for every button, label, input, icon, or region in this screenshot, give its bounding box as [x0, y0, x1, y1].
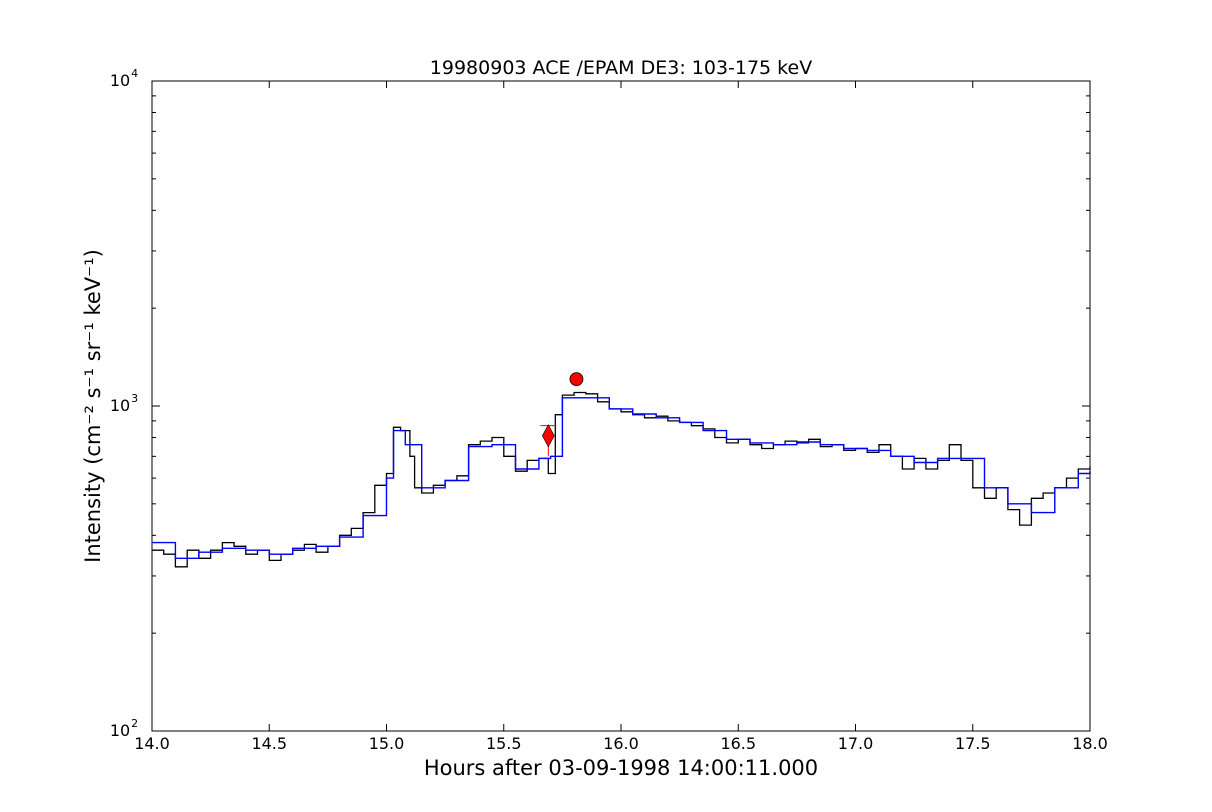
chart-title: 19980903 ACE /EPAM DE3: 103-175 keV: [430, 57, 812, 79]
x-tick-label: 14.5: [251, 734, 287, 753]
plot-frame: [151, 80, 1091, 732]
x-tick-label: 14.0: [134, 734, 170, 753]
x-axis-label: Hours after 03-09-1998 14:00:11.000: [424, 756, 818, 780]
x-tick-label: 16.5: [720, 734, 756, 753]
series-line-1: [152, 391, 1091, 568]
x-ticks: 14.0 14.5 15.0 15.5 16.0 16.5 17.0 17.5 18.0: [134, 81, 1108, 753]
x-tick-label: 15.0: [369, 734, 405, 753]
x-tick-label: 18.0: [1072, 734, 1108, 753]
y-tick-exponent: 4: [131, 67, 138, 80]
x-tick-label: 15.5: [486, 734, 522, 753]
y-tick-exponent: 3: [131, 392, 138, 405]
diamond-marker: [541, 424, 555, 448]
x-tick-label: 16.0: [603, 734, 639, 753]
y-tick-label: 104: [110, 67, 138, 90]
y-tick-label: 103: [110, 392, 138, 415]
y-axis-label: Intensity (cm⁻² s⁻¹ sr⁻¹ keV⁻¹): [81, 249, 105, 563]
series-line-2: [152, 397, 1091, 559]
circle-marker: [569, 372, 584, 386]
x-tick-label: 17.5: [955, 734, 991, 753]
y-tick-exponent: 2: [131, 717, 138, 730]
x-tick-label: 17.0: [838, 734, 874, 753]
plot-content: [152, 372, 1091, 568]
